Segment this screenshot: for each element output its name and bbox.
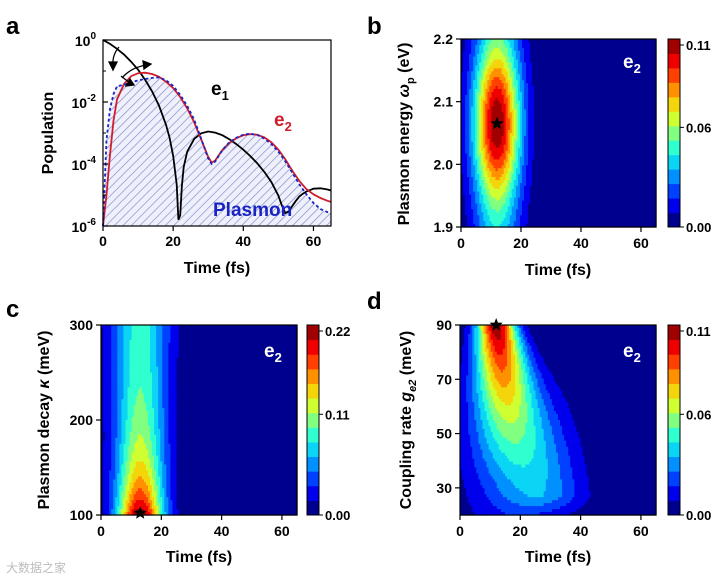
y-tick-label: 10-2 [72, 93, 97, 111]
y-tick-label: 10-6 [72, 217, 97, 235]
figure: a 100 10-2 10-4 10-6 0 20 40 60 Time (fs) Popu… [0, 0, 728, 578]
panel-a-xlabel: Time (fs) [184, 260, 250, 277]
panel-letter-b: b [367, 13, 382, 40]
x-tick-label: 40 [236, 233, 252, 249]
y-tick-label: 10-4 [72, 155, 97, 173]
y-tick-label: 100 [75, 31, 97, 49]
label-plasmon: Plasmon [213, 200, 292, 221]
x-tick-label: 0 [99, 233, 107, 249]
x-tick-label: 60 [306, 233, 322, 249]
panel-a-ylabel: Population [40, 92, 57, 175]
panel-b: b 1.92.02.12.2 0 20 40 60 Time (fs) Plasmon… [367, 13, 711, 279]
panel-letter-a: a [6, 13, 20, 40]
x-tick-label: 20 [165, 233, 181, 249]
panel-a: a 100 10-2 10-4 10-6 0 20 40 60 Time (fs) Popu… [6, 13, 331, 277]
panel-a-x-ticks: 0 20 40 60 [99, 226, 321, 249]
